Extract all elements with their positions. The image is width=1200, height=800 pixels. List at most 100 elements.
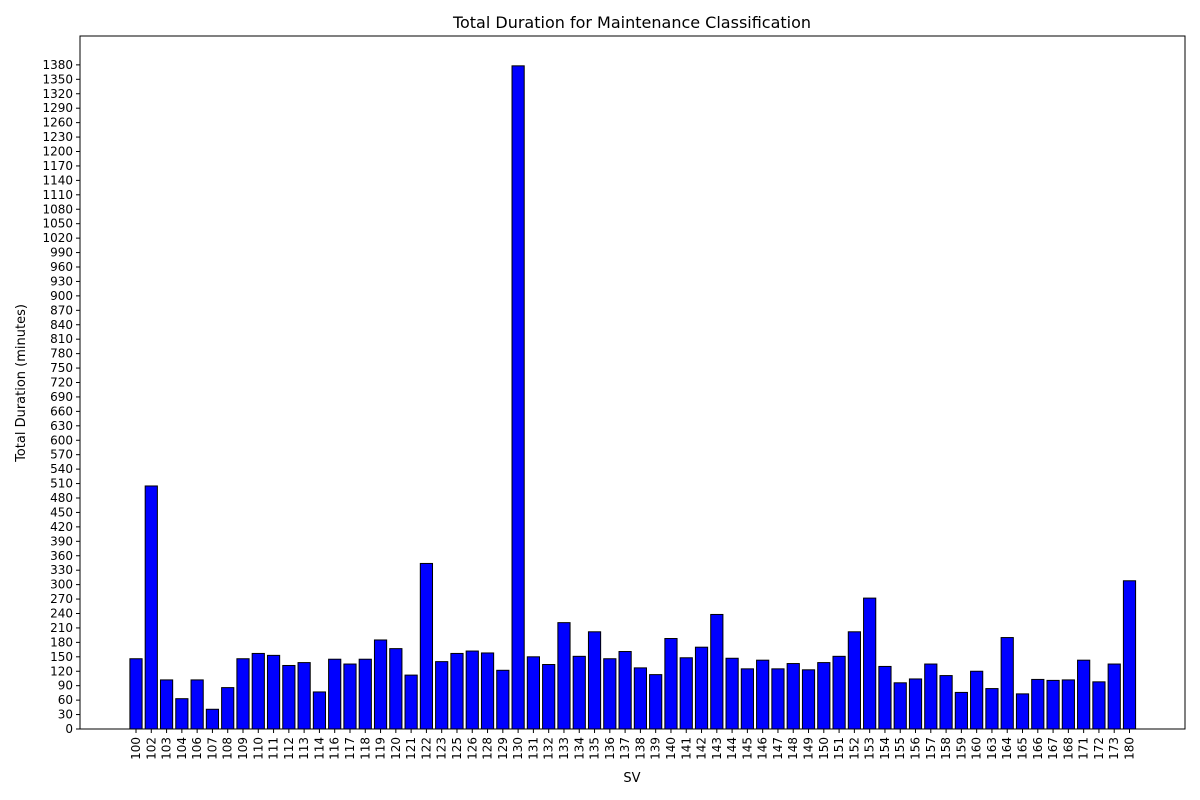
- bar-172: [1092, 681, 1106, 730]
- y-tick-label: 1260: [42, 116, 73, 130]
- x-tick-label: 149: [802, 737, 816, 760]
- x-tick-label: 113: [297, 737, 311, 760]
- bar-141: [679, 657, 693, 730]
- bar-130: [511, 65, 525, 730]
- bar-168: [1061, 679, 1075, 730]
- bar-121: [404, 674, 418, 730]
- bar-102: [144, 485, 158, 730]
- bar-123: [435, 661, 449, 730]
- bar-138: [633, 667, 647, 730]
- x-tick-label: 106: [190, 737, 204, 760]
- bar-119: [373, 639, 388, 730]
- bar-171: [1077, 659, 1091, 730]
- bar-112: [282, 664, 296, 730]
- bar-136: [603, 658, 617, 730]
- x-tick-label: 121: [404, 737, 418, 760]
- y-tick-label: 930: [50, 274, 73, 288]
- x-tick-label: 125: [450, 737, 464, 760]
- x-tick-label: 155: [893, 737, 907, 760]
- y-tick-label: 330: [50, 563, 73, 577]
- x-tick-label: 146: [756, 737, 770, 760]
- y-tick-label: 510: [50, 477, 73, 491]
- x-tick-label: 156: [909, 737, 923, 760]
- x-tick-label: 166: [1031, 737, 1045, 760]
- bar-114: [312, 691, 327, 730]
- x-axis-label: SV: [623, 771, 640, 786]
- y-tick-label: 450: [50, 505, 73, 519]
- y-tick-label: 1200: [42, 145, 73, 159]
- x-tick-label: 126: [465, 737, 479, 760]
- bar-149: [801, 669, 816, 730]
- bar-154: [878, 665, 892, 730]
- bar-109: [236, 658, 250, 730]
- y-tick-label: 240: [50, 607, 73, 621]
- y-tick-label: 870: [50, 303, 73, 317]
- x-tick-label: 163: [985, 737, 999, 760]
- y-tick-label: 900: [50, 289, 73, 303]
- bar-120: [389, 648, 403, 730]
- bar-139: [649, 674, 663, 730]
- y-tick-label: 1320: [42, 87, 73, 101]
- x-tick-label: 114: [312, 737, 326, 760]
- x-tick-label: 136: [603, 737, 617, 760]
- bar-143: [710, 613, 724, 730]
- x-tick-label: 123: [435, 737, 449, 760]
- y-axis-ticks: 0306090120150180210240270300330360390420…: [42, 58, 80, 736]
- bar-145: [740, 668, 754, 730]
- x-tick-label: 180: [1123, 737, 1137, 760]
- y-tick-label: 810: [50, 332, 73, 346]
- x-tick-label: 135: [588, 737, 602, 760]
- x-tick-label: 128: [481, 737, 495, 760]
- bar-166: [1031, 678, 1045, 730]
- x-tick-label: 133: [557, 737, 571, 760]
- x-tick-label: 160: [970, 737, 984, 760]
- y-tick-label: 960: [50, 260, 73, 274]
- bar-134: [572, 655, 586, 730]
- bar-173: [1107, 663, 1121, 730]
- y-axis-label: Total Duration (minutes): [14, 304, 29, 463]
- y-tick-label: 480: [50, 491, 73, 505]
- x-tick-label: 119: [374, 737, 388, 760]
- bar-118: [358, 658, 372, 730]
- x-tick-label: 116: [328, 737, 342, 760]
- bar-151: [832, 655, 846, 730]
- y-tick-label: 180: [50, 635, 73, 649]
- x-tick-label: 159: [954, 737, 968, 760]
- bar-113: [297, 662, 311, 730]
- x-tick-label: 141: [679, 737, 693, 760]
- y-tick-label: 300: [50, 578, 73, 592]
- x-axis-ticks: 100 102 103 104 106 107 108 109 110 111 112 113 114 1…: [129, 729, 1137, 760]
- bar-116: [328, 658, 342, 730]
- bar-133: [557, 622, 571, 730]
- bar-155: [893, 682, 907, 730]
- y-tick-label: 840: [50, 318, 73, 332]
- y-tick-label: 600: [50, 433, 73, 447]
- x-tick-label: 147: [771, 737, 785, 760]
- x-tick-label: 151: [832, 737, 846, 760]
- bar-163: [985, 688, 999, 730]
- x-tick-label: 103: [160, 737, 174, 760]
- y-tick-label: 360: [50, 549, 73, 563]
- bar-156: [908, 678, 923, 730]
- x-tick-label: 137: [618, 737, 632, 760]
- x-tick-label: 140: [664, 737, 678, 760]
- y-tick-label: 150: [50, 650, 73, 664]
- x-tick-label: 130: [511, 737, 525, 760]
- x-tick-label: 168: [1061, 737, 1075, 760]
- bar-159: [954, 691, 968, 730]
- x-tick-label: 154: [878, 737, 892, 760]
- x-tick-label: 120: [389, 737, 403, 760]
- x-tick-label: 100: [129, 737, 143, 760]
- x-tick-label: 104: [175, 737, 189, 760]
- bar-126: [465, 650, 479, 730]
- x-tick-label: 172: [1092, 737, 1106, 760]
- bar-103: [159, 679, 174, 730]
- bar-158: [939, 675, 953, 730]
- y-tick-label: 90: [58, 679, 73, 693]
- bar-129: [496, 669, 510, 730]
- bar-157: [924, 663, 938, 730]
- chart-title: Total Duration for Maintenance Classific…: [452, 13, 811, 32]
- bar-132: [542, 664, 556, 730]
- bar-122: [419, 562, 434, 730]
